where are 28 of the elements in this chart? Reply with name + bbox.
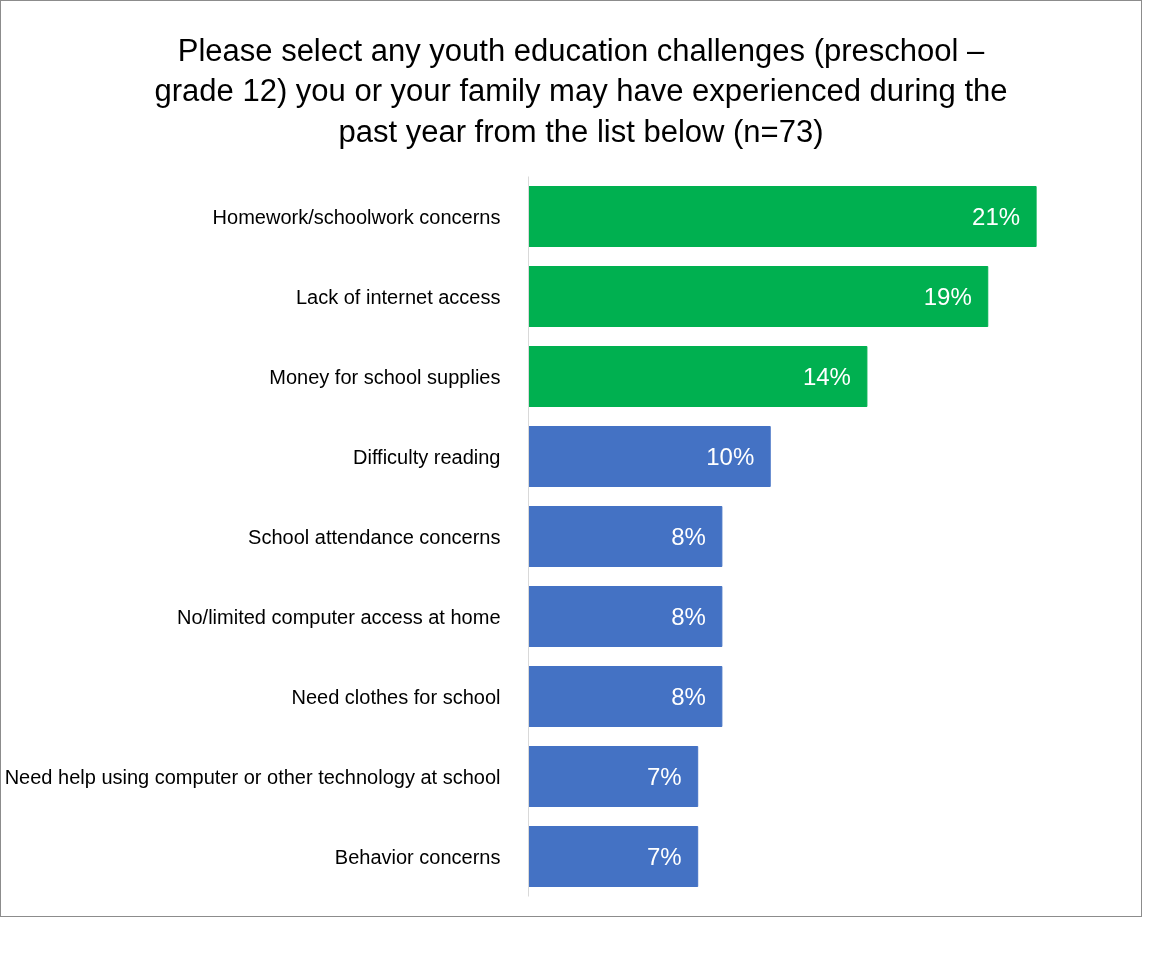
- y-tick-label: Money for school supplies: [269, 365, 501, 388]
- data-label: 7%: [647, 843, 682, 870]
- y-tick-label: Difficulty reading: [353, 445, 501, 468]
- bar: [528, 426, 771, 487]
- bar: [528, 746, 699, 807]
- bar: [528, 666, 723, 727]
- data-label: 21%: [972, 203, 1021, 230]
- y-tick-label: School attendance concerns: [248, 525, 501, 548]
- bar: [528, 586, 723, 647]
- bar: [528, 186, 1037, 247]
- data-label: 10%: [706, 443, 755, 470]
- bar: [528, 826, 699, 887]
- bar: [528, 506, 723, 567]
- chart-title: Please select any youth education challenges (preschool – grade 12) you or your family may have experienced during the past year from the list below (n=73): [153, 32, 1009, 151]
- y-tick-label: Homework/schoolwork concerns: [212, 205, 501, 228]
- y-tick-label: No/limited computer access at home: [177, 605, 501, 628]
- data-label: 7%: [647, 763, 682, 790]
- data-label: 8%: [671, 603, 706, 630]
- data-label: 19%: [923, 283, 972, 310]
- y-tick-label: Behavior concerns: [334, 845, 501, 868]
- y-tick-label: Lack of internet access: [295, 285, 501, 308]
- data-label: 8%: [671, 683, 706, 710]
- y-tick-label: Need help using computer or other technology at school: [4, 765, 501, 788]
- y-tick-label: Need clothes for school: [291, 685, 501, 708]
- data-label: 8%: [671, 523, 706, 550]
- data-label: 14%: [802, 363, 851, 390]
- bar: [528, 266, 989, 327]
- bar: [528, 346, 868, 407]
